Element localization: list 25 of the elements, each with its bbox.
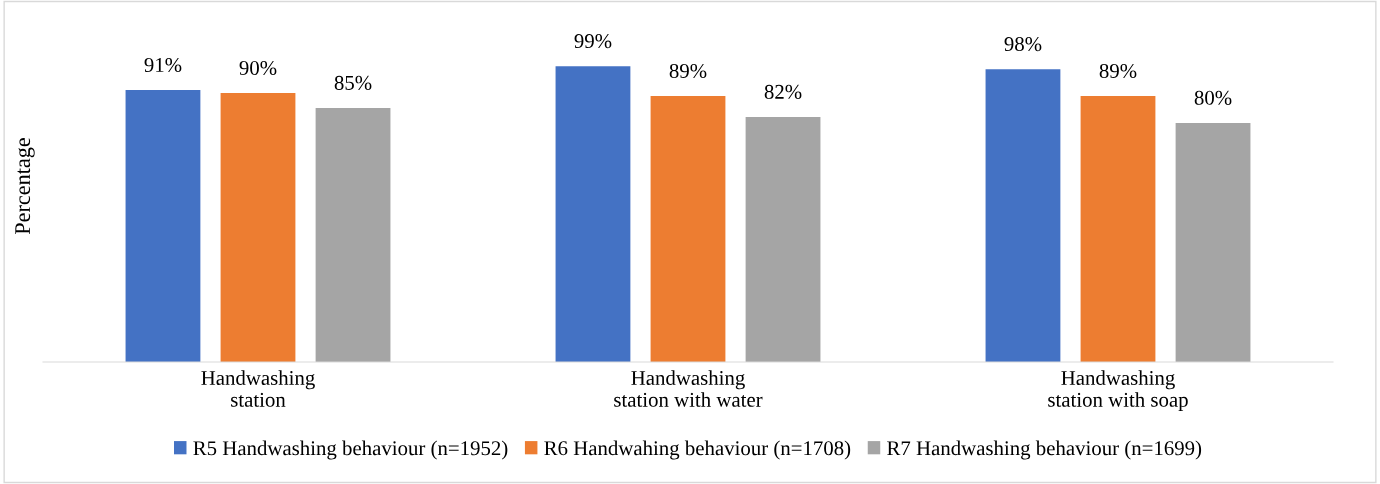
bar: [220, 93, 296, 362]
bar: [1080, 96, 1156, 362]
data-label: 89%: [1099, 63, 1137, 79]
legend-label: R7 Handwashing behaviour (n=1699): [887, 440, 1202, 460]
x-tick-label: Handwashing station: [201, 370, 315, 407]
data-label: 98%: [1004, 37, 1042, 52]
data-label: 80%: [1194, 90, 1232, 105]
data-label: 85%: [334, 75, 372, 90]
data-label: 89%: [669, 63, 707, 79]
x-tick-label: Handwashing station with soap: [1048, 370, 1188, 412]
x-tick-label: Handwashing station with water: [614, 370, 763, 407]
bar: [125, 90, 201, 362]
data-label: 90%: [239, 60, 277, 76]
y-axis-title: Percentage: [15, 138, 35, 235]
bar: [315, 108, 391, 362]
bar: [745, 117, 821, 362]
bar: [985, 69, 1061, 362]
bar: [650, 96, 726, 362]
bar: [1175, 122, 1251, 362]
data-label: 99%: [574, 34, 612, 49]
data-label: 91%: [144, 57, 182, 73]
legend-label: R6 Handwahing behaviour (n=1708): [544, 440, 851, 460]
bar: [555, 66, 631, 362]
legend-label: R5 Handwashing behaviour (n=1952): [193, 440, 508, 460]
data-label: 82%: [764, 84, 802, 99]
